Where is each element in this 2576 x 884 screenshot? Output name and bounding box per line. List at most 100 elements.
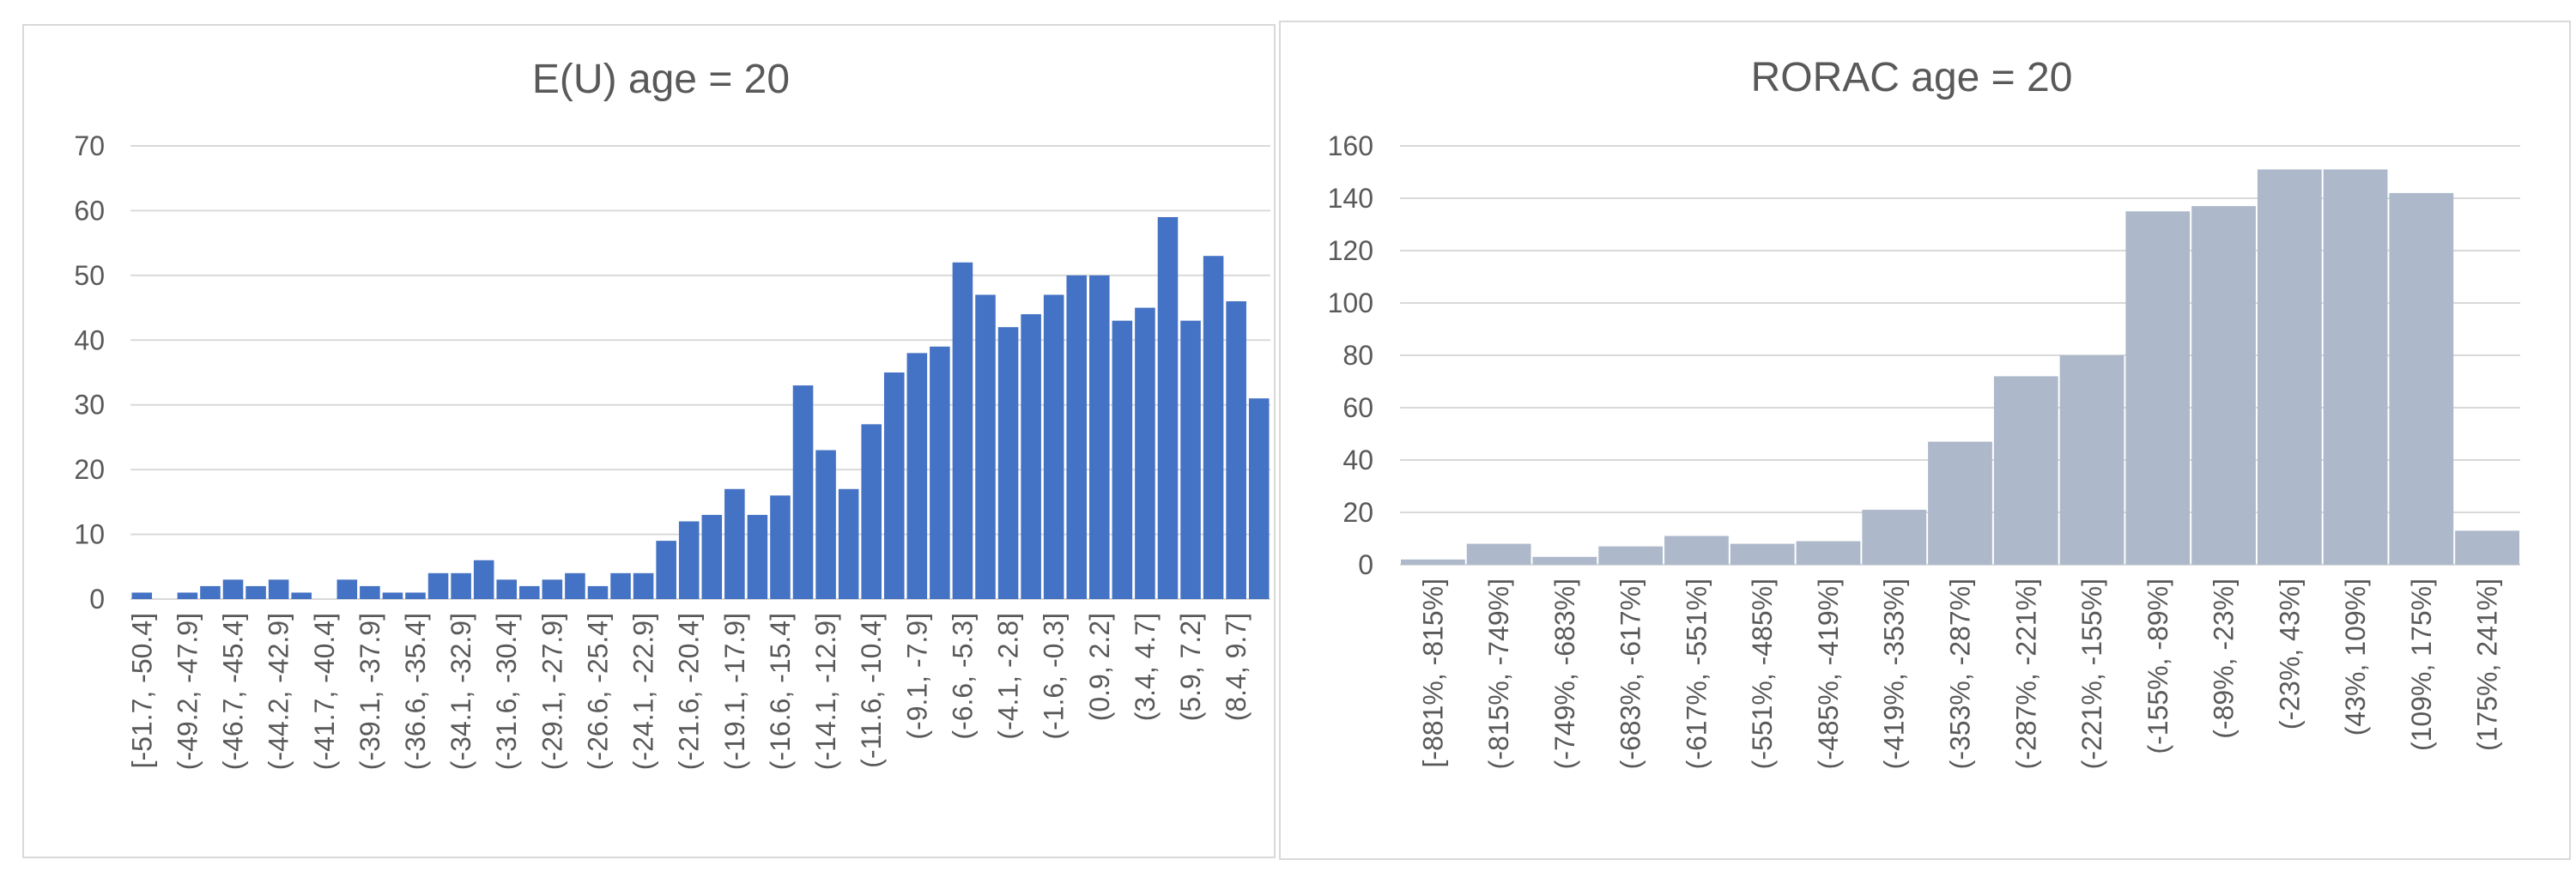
rorac-bar (1532, 556, 1597, 565)
rorac-y-tick-label: 40 (1343, 445, 1373, 475)
eu-bar (1043, 294, 1064, 599)
rorac-x-tick-label: (-551%, -485%] (1747, 578, 1778, 769)
eu-bar (815, 450, 836, 599)
rorac-bar (2257, 169, 2322, 565)
eu-y-tick-label: 20 (74, 454, 105, 485)
eu-bar (952, 262, 973, 599)
eu-x-tick-label: (-26.6, -25.4] (582, 613, 613, 770)
eu-x-tick-label: (-44.2, -42.9] (264, 613, 294, 770)
rorac-bar (1598, 546, 1664, 565)
eu-bar (906, 353, 928, 599)
rorac-chart-border (1279, 21, 2571, 860)
eu-x-tick-label: (-36.6, -35.4] (400, 613, 431, 770)
rorac-bar (2455, 530, 2519, 565)
rorac-x-tick-label: (-617%, -551%] (1681, 578, 1712, 769)
rorac-bars (1401, 169, 2519, 565)
rorac-bar (1796, 541, 1861, 565)
rorac-x-tick-label: (-89%, -23%] (2209, 578, 2240, 739)
eu-y-tick-label: 40 (74, 324, 105, 355)
rorac-x-tick-label: (-485%, -419%] (1813, 578, 1844, 769)
eu-bar (473, 560, 494, 599)
eu-bar (382, 592, 403, 599)
eu-x-tick-label: (-6.6, -5.3] (947, 613, 978, 740)
rorac-bar (1401, 559, 1465, 565)
rorac-x-tick-label: (-287%, -221%] (2010, 578, 2041, 769)
rorac-x-tick-label: [-881%, -815%] (1417, 578, 1448, 768)
rorac-bar (2389, 192, 2454, 565)
eu-bar (1226, 301, 1246, 599)
rorac-x-tick-label: (-683%, -617%] (1615, 578, 1646, 769)
eu-bar (792, 385, 814, 599)
eu-bar (1135, 307, 1155, 599)
eu-bar (747, 514, 768, 599)
rorac-y-tick-label: 140 (1328, 183, 1373, 214)
eu-bar (360, 585, 380, 599)
eu-x-tick-label: (-14.1, -12.9] (810, 613, 841, 770)
rorac-x-tick-label: (-815%, -749%] (1483, 578, 1514, 769)
rorac-histogram-panel: RORAC age = 20 0 20 40 60 80 100 120 140 160 [-8… (1279, 0, 2576, 884)
eu-x-tick-label: (-31.6, -30.4] (491, 613, 522, 770)
eu-bar (861, 424, 882, 599)
eu-bar (656, 541, 676, 599)
eu-bar (200, 585, 221, 599)
eu-bar (1112, 320, 1133, 599)
eu-bar (405, 592, 426, 599)
eu-x-tick-label: (-11.6, -10.4] (856, 613, 887, 768)
eu-bar (336, 579, 358, 599)
eu-bar (427, 572, 449, 599)
eu-bar (177, 592, 198, 599)
eu-x-tick-label: (0.9, 2.2] (1084, 613, 1115, 721)
eu-bars (131, 216, 1270, 599)
eu-y-tick-label: 0 (89, 584, 105, 615)
eu-bar (724, 488, 745, 599)
eu-bar (222, 579, 244, 599)
eu-y-tick-label: 10 (74, 519, 105, 550)
eu-x-tick-label: (5.9, 7.2] (1175, 613, 1206, 721)
rorac-x-tick-label: (-155%, -89%] (2143, 578, 2173, 754)
rorac-x-tick-label: (-221%, -155%] (2076, 578, 2107, 769)
eu-chart-border (22, 24, 1276, 858)
eu-x-tick-label: (-49.2, -47.9] (172, 613, 203, 770)
eu-x-tick-label: (-21.6, -20.4] (674, 613, 705, 770)
rorac-y-tick-label: 60 (1343, 392, 1373, 423)
eu-x-tick-label: (-4.1, -2.8] (993, 613, 1024, 740)
eu-y-tick-label: 30 (74, 390, 105, 421)
rorac-bar (2191, 206, 2256, 565)
eu-chart-title: E(U) age = 20 (532, 57, 790, 102)
eu-bar (838, 488, 859, 599)
eu-histogram-chart: E(U) age = 20 0 10 20 30 40 50 60 70 [-51.7, -5… (74, 57, 1270, 770)
rorac-bar (2323, 169, 2388, 565)
rorac-x-tick-label: (-419%, -353%] (1879, 578, 1910, 769)
eu-x-tick-label: (-46.7, -45.4] (218, 613, 249, 770)
eu-bar (1203, 256, 1224, 599)
rorac-y-tick-label: 0 (1358, 549, 1373, 580)
eu-y-tick-label: 70 (74, 130, 105, 161)
eu-bar (291, 592, 312, 599)
eu-bar (633, 572, 654, 599)
rorac-y-tick-label: 100 (1328, 288, 1373, 318)
eu-bar (131, 592, 153, 599)
eu-bar (1021, 314, 1041, 599)
rorac-x-tick-label: (109%, 175%] (2406, 578, 2437, 751)
eu-x-tick-label: (-34.1, -32.9] (445, 613, 476, 770)
rorac-bar (1466, 543, 1531, 565)
rorac-bar (1664, 536, 1729, 565)
eu-x-axis: [-51.7, -50.4] (-49.2, -47.9] (-46.7, -45.… (126, 613, 1252, 770)
eu-bar (975, 294, 996, 599)
eu-x-tick-label: (-39.1, -37.9] (355, 613, 385, 770)
eu-bar (268, 579, 289, 599)
eu-bar (1089, 275, 1110, 599)
rorac-y-tick-label: 20 (1343, 497, 1373, 528)
eu-y-tick-label: 50 (74, 260, 105, 291)
eu-x-tick-label: (-9.1, -7.9] (901, 613, 932, 740)
eu-bar (1066, 275, 1088, 599)
eu-x-tick-label: (-41.7, -40.4] (309, 613, 340, 770)
eu-x-tick-label: [-51.7, -50.4] (126, 613, 157, 768)
eu-bar (770, 495, 791, 599)
rorac-bar (2059, 355, 2124, 565)
eu-x-tick-label: (-16.6, -15.4] (765, 613, 796, 770)
eu-x-tick-label: (-29.1, -27.9] (536, 613, 567, 770)
rorac-y-tick-label: 160 (1328, 130, 1373, 161)
eu-bar (587, 585, 609, 599)
rorac-chart-title: RORAC age = 20 (1751, 55, 2073, 100)
